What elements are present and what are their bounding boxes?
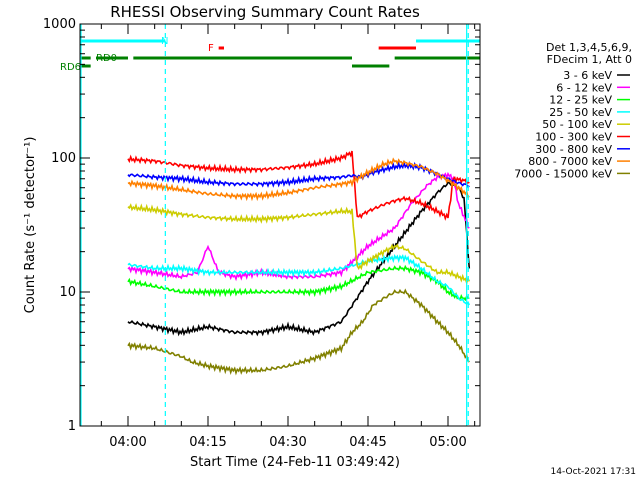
series-line-50-100-kev (127, 203, 471, 286)
flag-label-n: N (161, 36, 168, 47)
series-line-7000-15000-kev (127, 288, 470, 376)
legend-label-6-12-kev: 6 - 12 keV (556, 81, 612, 94)
legend: Det 1,3,4,5,6,9,FDecim 1, Att 0 3 - 6 keV… (514, 41, 632, 180)
legend-label-25-50-kev: 25 - 50 keV (549, 106, 612, 119)
legend-header: Det 1,3,4,5,6,9, (546, 41, 632, 54)
x-tick-label: 04:30 (269, 435, 306, 450)
legend-label-50-100-kev: 50 - 100 keV (542, 118, 612, 131)
x-tick-label: 04:45 (349, 435, 386, 450)
series-line-25-50-kev (127, 253, 471, 306)
legend-label-300-800-kev: 300 - 800 keV (535, 143, 612, 156)
y-tick-label: 10 (59, 285, 76, 300)
y-tick-label: 1 (68, 419, 76, 434)
chart-title: RHESSI Observing Summary Count Rates (110, 3, 420, 21)
x-tick-label: 04:00 (109, 435, 146, 450)
legend-label-800-7000-kev: 800 - 7000 keV (528, 155, 612, 168)
timestamp: 14-Oct-2021 17:31 (551, 467, 636, 477)
flag-bars: N F RD0 RD6 (60, 36, 480, 73)
legend-label-7000-15000-kev: 7000 - 15000 keV (514, 167, 612, 180)
x-tick-label: 05:00 (429, 435, 466, 450)
series-line-800-7000-kev (127, 157, 470, 202)
plot-frame (79, 23, 481, 427)
vertical-markers (80, 24, 469, 426)
series-line-100-300-kev (127, 150, 470, 221)
x-axis-label: Start Time (24-Feb-11 03:49:42) (190, 455, 400, 470)
flag-label-f: F (208, 43, 214, 54)
series-line-12-25-kev (127, 264, 470, 302)
y-axis-label: Count Rate (s⁻¹ detector⁻¹) (23, 137, 38, 314)
legend-label-100-300-kev: 100 - 300 keV (535, 131, 612, 144)
legend-label-12-25-kev: 12 - 25 keV (549, 94, 612, 107)
y-axis-ticks: 1 10 100 1000 (43, 17, 480, 434)
series-lines (127, 150, 471, 376)
legend-header: FDecim 1, Att 0 (547, 53, 632, 66)
legend-label-3-6-kev: 3 - 6 keV (563, 69, 612, 82)
y-tick-label: 100 (51, 151, 76, 166)
series-line-3-6-kev (127, 181, 471, 337)
x-axis-ticks: 04:00 04:15 04:30 04:45 05:00 (100, 24, 476, 450)
x-tick-label: 04:15 (189, 435, 226, 450)
series-line-300-800-kev (127, 160, 470, 189)
flag-label-rd0: RD0 (96, 53, 117, 64)
flag-label-rd6: RD6 (60, 62, 81, 73)
y-tick-label: 1000 (43, 17, 76, 32)
